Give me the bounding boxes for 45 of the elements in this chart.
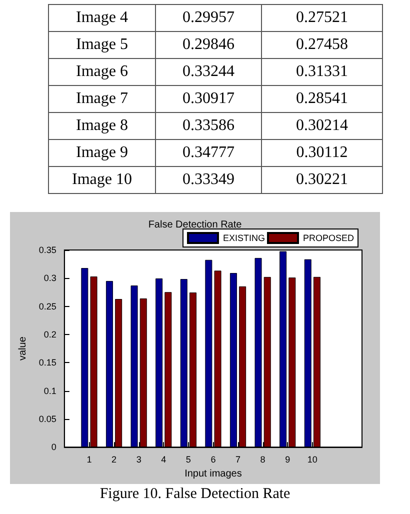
text: Image 8 <box>48 112 156 140</box>
text: 0.30112 <box>262 140 382 166</box>
text: Image 6 <box>48 58 156 86</box>
text: 0.28541 <box>262 86 382 112</box>
text: 0.30214 <box>262 112 382 140</box>
text: Image 9 <box>48 140 156 166</box>
text: 0.31331 <box>262 58 382 86</box>
chart-title: False Detection Rate <box>148 220 242 230</box>
y-tick-label: 0.35 <box>38 245 56 255</box>
text: 0.29957 <box>156 4 262 32</box>
x-axis-title: Input images <box>184 468 242 480</box>
x-tick-label: 8 <box>260 454 266 465</box>
legend-label: EXISTING <box>222 233 265 243</box>
text: 0.34777 <box>156 140 262 166</box>
text: 0.33586 <box>156 112 262 140</box>
y-tick-label: 0.25 <box>38 301 56 312</box>
legend-label: PROPOSED <box>302 233 354 243</box>
text: 0.33349 <box>156 166 262 194</box>
y-tick-label: 0.3 <box>44 273 56 284</box>
text: Image 7 <box>48 86 156 112</box>
x-tick-label: 9 <box>285 454 290 465</box>
text: Image 4 <box>48 4 156 32</box>
x-tick-label: 3 <box>136 454 142 465</box>
x-tick-label: 1 <box>86 454 92 465</box>
x-tick-label: 2 <box>112 454 117 465</box>
x-tick-label: 5 <box>186 454 191 465</box>
y-tick-label: 0.2 <box>44 329 56 340</box>
y-tick-label: 0.1 <box>44 386 56 396</box>
text: 0.27458 <box>262 32 382 58</box>
x-tick-label: 6 <box>210 454 216 465</box>
y-tick-label: 0.15 <box>38 358 56 368</box>
text: 0.30917 <box>156 86 262 112</box>
y-tick-label: 0 <box>51 442 56 452</box>
x-tick-label: 7 <box>236 454 241 465</box>
text: 0.27521 <box>262 4 382 32</box>
text: 0.29846 <box>156 32 262 58</box>
text: 0.30221 <box>262 166 382 194</box>
text: Image 5 <box>48 32 156 58</box>
y-axis-title: value <box>18 336 28 361</box>
caption: Figure 10. False Detection Rate <box>98 486 292 503</box>
text: Image 10 <box>48 166 156 194</box>
x-tick-label: 10 <box>307 454 318 465</box>
y-tick-label: 0.05 <box>38 414 56 424</box>
text: 0.33244 <box>156 58 262 86</box>
x-tick-label: 4 <box>161 454 166 465</box>
